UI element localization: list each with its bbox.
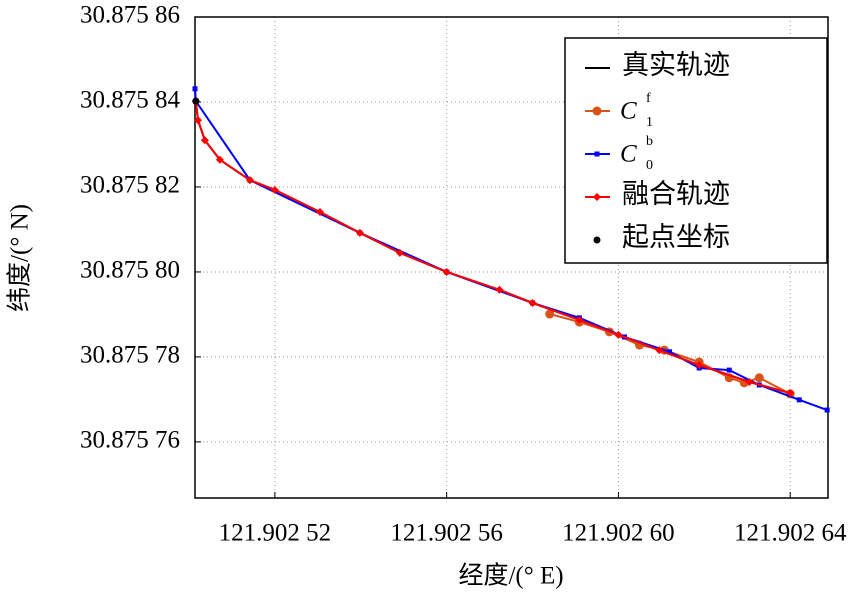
marker xyxy=(270,185,279,194)
legend-label: 起点坐标 xyxy=(622,222,730,252)
marker xyxy=(745,377,754,386)
legend-label: 真实轨迹 xyxy=(622,50,730,80)
marker xyxy=(355,228,364,237)
legend-sup: f xyxy=(646,91,651,106)
marker xyxy=(726,367,732,373)
marker xyxy=(194,116,203,125)
legend-sup: b xyxy=(646,134,653,149)
legend-marker xyxy=(593,193,601,201)
legend-marker xyxy=(593,236,601,244)
marker xyxy=(315,208,324,217)
y-tick-label: 30.875 78 xyxy=(80,342,180,369)
legend-marker xyxy=(592,106,602,116)
marker xyxy=(192,97,200,105)
marker xyxy=(655,346,664,355)
legend-sub: 0 xyxy=(646,158,653,173)
marker xyxy=(200,136,209,145)
legend-sub: 1 xyxy=(646,115,653,130)
marker xyxy=(245,176,254,185)
y-tick-label: 30.875 84 xyxy=(80,87,181,114)
legend-box xyxy=(564,37,828,264)
marker xyxy=(545,309,555,319)
legend-label: C xyxy=(620,141,637,168)
marker xyxy=(395,248,404,257)
x-tick-label: 121.902 64 xyxy=(734,520,847,547)
marker xyxy=(667,349,673,355)
legend-label: C xyxy=(620,98,637,125)
marker xyxy=(495,285,504,294)
plot-frame xyxy=(194,16,829,499)
legend-label: 融合轨迹 xyxy=(622,179,730,209)
marker xyxy=(215,155,224,164)
y-axis-label: 纬度/(° N) xyxy=(6,204,34,312)
y-tick-label: 30.875 82 xyxy=(80,172,180,199)
marker xyxy=(192,86,198,92)
y-tick-label: 30.875 76 xyxy=(80,427,180,454)
x-tick-label: 121.902 60 xyxy=(562,520,675,547)
x-axis-label: 经度/(° E) xyxy=(458,562,563,590)
marker xyxy=(796,397,802,403)
marker xyxy=(528,298,537,307)
marker xyxy=(442,267,451,276)
marker xyxy=(614,330,623,339)
series-line xyxy=(194,101,791,395)
x-tick-label: 121.902 56 xyxy=(390,520,503,547)
y-tick-label: 30.875 80 xyxy=(80,257,180,284)
marker xyxy=(824,407,830,413)
y-tick-label: 30.875 86 xyxy=(80,2,180,29)
legend-marker xyxy=(594,151,600,157)
marker xyxy=(786,389,795,398)
marker xyxy=(575,315,584,324)
marker xyxy=(754,373,764,383)
marker xyxy=(695,361,704,370)
x-tick-label: 121.902 52 xyxy=(219,520,332,547)
